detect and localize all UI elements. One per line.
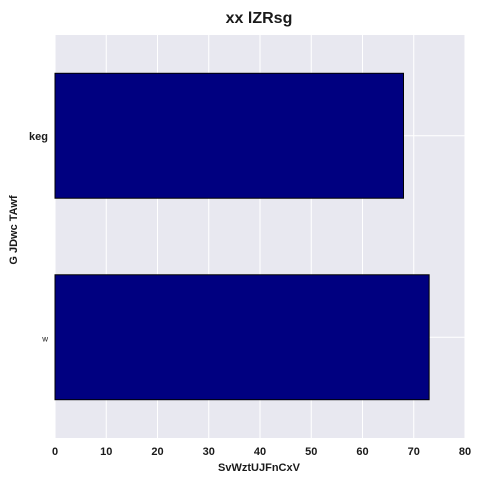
x-tick-label: 30 (203, 446, 215, 458)
chart-title: xx lZRsg (226, 10, 293, 27)
bar-keg (54, 72, 404, 199)
y-tick-label: keg (29, 131, 48, 143)
bars (54, 72, 430, 401)
y-axis-label: G JDwc TAwf (8, 195, 20, 265)
x-tick-label: 60 (356, 446, 368, 458)
y-tick-label: w (41, 334, 48, 343)
bar-w (54, 274, 430, 401)
y-tick-labels: keg w (29, 131, 48, 344)
x-tick-label: 0 (52, 446, 58, 458)
x-tick-labels: 0 10 20 30 40 50 60 70 80 (52, 446, 471, 458)
x-axis-label: SvWztUJFnCxV (218, 462, 301, 474)
x-tick-label: 40 (254, 446, 266, 458)
x-tick-label: 10 (100, 446, 112, 458)
x-tick-label: 80 (459, 446, 471, 458)
x-tick-label: 50 (305, 446, 317, 458)
x-tick-label: 70 (408, 446, 420, 458)
x-tick-label: 20 (151, 446, 163, 458)
